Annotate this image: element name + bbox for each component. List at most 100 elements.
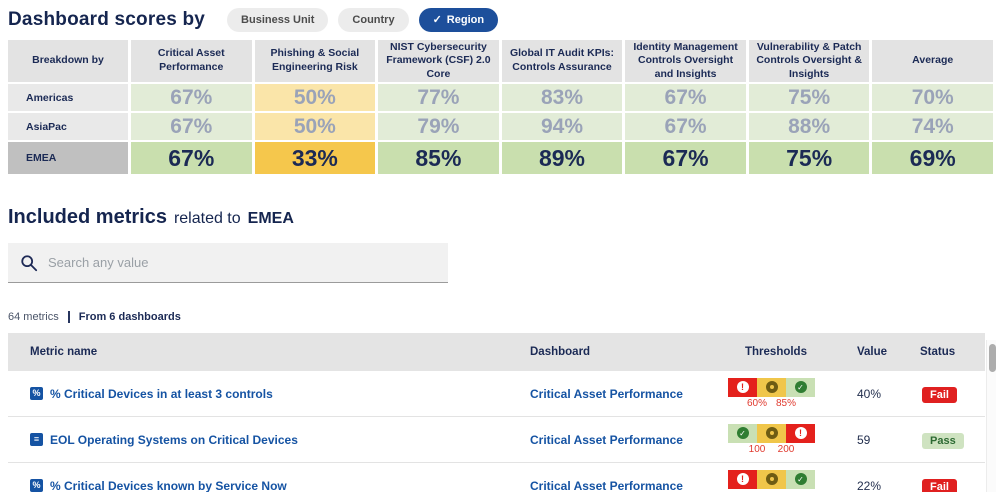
alert-icon: ! — [794, 427, 807, 439]
score-cell: 83% — [501, 84, 623, 111]
percent-metric-icon: % — [30, 387, 43, 400]
score-cell: 77% — [378, 84, 499, 111]
threshold-label: 60% — [746, 397, 768, 409]
status-cell: Fail — [910, 477, 985, 492]
threshold-segment-fail: ! — [728, 469, 757, 489]
scores-column-header-0: Critical Asset Performance — [131, 40, 252, 82]
toggle-region[interactable]: ✓ Region — [418, 8, 499, 32]
threshold-label: 85% — [775, 397, 797, 409]
threshold-segment-pass: ✓ — [786, 469, 815, 489]
scores-column-header-1: Phishing & Social Engineering Risk — [254, 40, 376, 82]
score-cell: 33% — [254, 142, 376, 174]
breakdown-toggle-group: Business Unit Country ✓ Region — [227, 8, 499, 32]
score-cell: 67% — [131, 142, 252, 174]
score-cell: 50% — [254, 84, 376, 111]
count-divider — [67, 311, 70, 323]
page-title: Dashboard scores by — [8, 9, 206, 30]
threshold-segment-fail: ! — [728, 377, 757, 397]
threshold-segment-fail: ! — [786, 423, 815, 443]
scores-row-label-asiapac[interactable]: AsiaPac — [8, 113, 128, 140]
metric-value: 59 — [857, 432, 871, 447]
check-circle-icon: ✓ — [794, 381, 807, 393]
scores-row-label-emea[interactable]: EMEA — [8, 142, 128, 174]
threshold-bar: ! ✓ — [728, 377, 815, 397]
threshold-labels: 100 200 — [728, 443, 815, 456]
included-metrics-subtitle: related to — [173, 210, 241, 227]
threshold-segment-warn — [757, 469, 786, 489]
threshold-segment-pass: ✓ — [786, 377, 815, 397]
dashboard-link[interactable]: Critical Asset Performance — [530, 432, 683, 447]
thresholds-cell: ✓! 100 200 — [720, 423, 847, 456]
scores-row-label-americas[interactable]: Americas — [8, 84, 128, 111]
metric-name-cell: ≡ EOL Operating Systems on Critical Devic… — [8, 433, 530, 447]
metrics-count-line: 64 metrics From 6 dashboards — [8, 311, 1000, 323]
dashboard-link[interactable]: Critical Asset Performance — [530, 386, 683, 401]
metrics-table: Metric name Dashboard Thresholds Value S… — [8, 333, 985, 492]
scores-column-header-2: NIST Cybersecurity Framework (CSF) 2.0 C… — [378, 40, 499, 82]
search-bar[interactable] — [8, 243, 448, 283]
toggle-business-unit[interactable]: Business Unit — [227, 8, 329, 32]
dashboard-source-count: From 6 dashboards — [78, 311, 181, 323]
score-cell: 67% — [625, 142, 746, 174]
status-badge: Pass — [922, 432, 964, 449]
score-cell: 94% — [501, 113, 623, 140]
threshold-bar: ✓! — [728, 423, 815, 443]
number-metric-icon: ≡ — [30, 433, 43, 446]
warning-dot-icon — [765, 473, 778, 485]
metric-name-link[interactable]: EOL Operating Systems on Critical Device… — [50, 432, 298, 447]
metric-name-link[interactable]: % Critical Devices in at least 3 control… — [50, 386, 273, 401]
thresholds-cell: ! ✓ 60% 85% — [720, 377, 847, 410]
col-header-metric-name: Metric name — [30, 346, 98, 358]
table-row[interactable]: ≡ EOL Operating Systems on Critical Devic… — [8, 417, 985, 463]
metric-name-link[interactable]: % Critical Devices known by Service Now — [50, 478, 287, 492]
threshold-labels: 60% 85% — [728, 397, 815, 410]
metrics-table-body: % % Critical Devices in at least 3 contro… — [8, 371, 985, 492]
score-cell: 67% — [131, 84, 252, 111]
metric-name-cell: % % Critical Devices known by Service Now — [8, 479, 530, 492]
check-icon: ✓ — [432, 13, 442, 26]
warning-dot-icon — [765, 381, 778, 393]
score-cell: 75% — [748, 142, 870, 174]
included-metrics-title: Included metrics — [8, 206, 167, 228]
search-input[interactable] — [48, 255, 436, 270]
score-cell: 50% — [254, 113, 376, 140]
col-header-thresholds: Thresholds — [745, 346, 807, 358]
score-cell: 67% — [625, 84, 746, 111]
col-header-status: Status — [920, 346, 956, 358]
toggle-country[interactable]: Country — [338, 8, 409, 32]
metric-value: 40% — [857, 386, 882, 401]
score-cell: 74% — [872, 113, 993, 140]
metrics-table-header: Metric name Dashboard Thresholds Value S… — [8, 333, 985, 371]
dashboard-link[interactable]: Critical Asset Performance — [530, 478, 683, 492]
scores-corner-header: Breakdown by — [8, 40, 128, 82]
col-header-dashboard: Dashboard — [530, 346, 591, 358]
threshold-bar: ! ✓ — [728, 469, 815, 489]
table-row[interactable]: % % Critical Devices in at least 3 contro… — [8, 371, 985, 417]
threshold-segment-warn — [757, 423, 786, 443]
included-metrics-heading: Included metrics related to EMEA — [8, 206, 1000, 229]
check-circle-icon: ✓ — [794, 473, 807, 485]
toggle-region-label: Region — [446, 14, 485, 26]
scrollbar[interactable] — [986, 340, 996, 492]
score-cell: 75% — [748, 84, 870, 111]
score-cell: 88% — [748, 113, 870, 140]
status-badge: Fail — [922, 478, 957, 492]
check-circle-icon: ✓ — [736, 427, 749, 439]
scores-table: Breakdown by Critical Asset Performance Ph… — [8, 40, 993, 174]
included-metrics-entity: EMEA — [247, 210, 294, 227]
score-cell: 89% — [501, 142, 623, 174]
col-header-value: Value — [857, 346, 888, 358]
topbar: Dashboard scores by Business Unit Countr… — [8, 6, 1000, 34]
scores-column-header-3: Global IT Audit KPIs: Controls Assurance — [501, 40, 623, 82]
alert-icon: ! — [736, 473, 749, 485]
threshold-labels — [728, 489, 815, 492]
scrollbar-thumb[interactable] — [989, 344, 996, 372]
threshold-label: 100 — [748, 443, 766, 455]
threshold-segment-pass: ✓ — [728, 423, 757, 443]
table-row[interactable]: % % Critical Devices known by Service Now… — [8, 463, 985, 492]
score-cell: 70% — [872, 84, 993, 111]
score-cell: 79% — [378, 113, 499, 140]
scores-column-header-4: Identity Management Controls Oversight a… — [625, 40, 746, 82]
score-cell: 67% — [625, 113, 746, 140]
